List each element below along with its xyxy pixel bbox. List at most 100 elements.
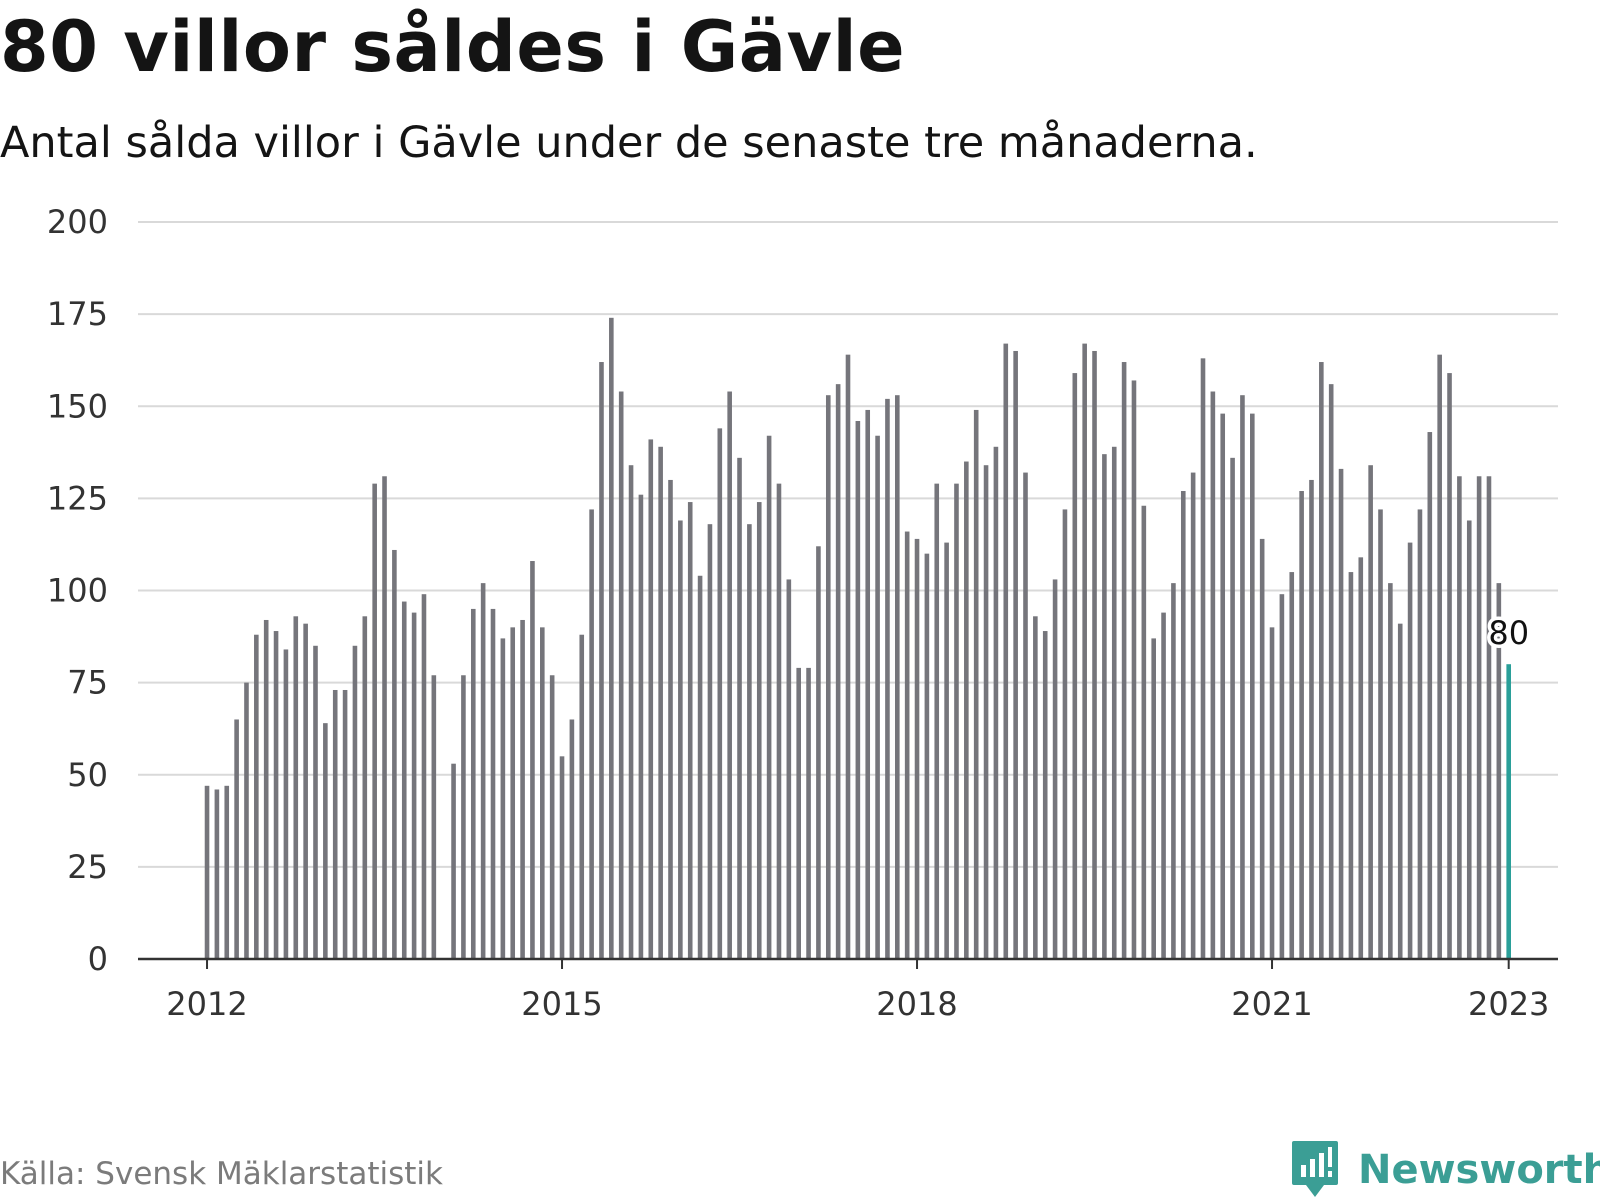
bar [234,719,239,959]
bar [431,675,437,959]
bar [1131,380,1137,960]
bar [214,789,220,959]
bar [825,395,831,959]
bar [490,608,496,959]
bar [589,509,594,959]
bar [776,483,782,959]
bar [263,619,269,959]
bar [283,649,289,959]
bar [244,682,249,959]
bar [392,549,397,959]
bar [914,538,920,959]
axes [138,957,1558,969]
y-tick-label-75: 75 [67,664,108,702]
bar [254,634,259,959]
source-note: Källa: Svensk Mäklarstatistik [0,1156,443,1192]
bar [816,546,821,959]
bar [480,583,486,959]
bar [1072,373,1078,960]
bar [1141,505,1147,959]
bar [1013,350,1018,960]
bar [1180,491,1186,959]
x-tick-label-2018: 2018 [876,985,957,1023]
bar [747,524,752,959]
bar [1437,354,1442,959]
bar [1397,623,1403,959]
bar [954,483,959,959]
bar [1328,384,1334,959]
bar [1319,362,1324,959]
x-tick-label-2021: 2021 [1231,985,1312,1023]
bar [303,623,308,959]
bar [500,638,506,959]
bar [372,483,377,959]
bar [559,756,565,959]
x-tick-label-2015: 2015 [521,985,602,1023]
bar [648,439,654,959]
bar [993,446,999,959]
bar [944,542,949,959]
bar [628,465,634,959]
bar [1102,454,1107,959]
bar [1210,391,1216,959]
bar [1259,538,1265,959]
y-tick-label-0: 0 [88,940,108,978]
bar [451,763,456,959]
x-axis-labels: 2012 2015 2018 2021 2023 [166,985,1549,1023]
newsworthy-icon [1292,1141,1338,1197]
bar [1003,343,1009,960]
bar [934,483,940,959]
bar [520,619,525,959]
bar [786,579,792,959]
bar [224,785,230,959]
chart-title: 80 villor såldes i Gävle [0,6,906,88]
bar [727,391,732,959]
bar [638,494,644,959]
y-tick-label-100: 100 [47,572,108,610]
bar [1378,509,1383,959]
data-label: 80 [1488,614,1529,652]
bar [362,616,368,959]
brand-logo[interactable]: Newsworthy [1290,1139,1600,1201]
chart-subtitle: Antal sålda villor i Gävle under de sena… [0,118,1258,168]
bar [540,627,545,959]
bar [1062,509,1068,959]
y-tick-label-125: 125 [47,479,108,517]
bar [1023,472,1028,959]
bar [1171,583,1176,959]
bar [1220,413,1226,959]
bar [470,608,476,959]
bar [1417,509,1423,959]
bar [1161,612,1166,959]
bar [865,409,871,959]
bar [845,354,851,959]
bar [855,420,861,959]
bar [1111,446,1117,959]
bar [273,631,279,959]
bar [964,461,969,959]
bar [1309,479,1314,959]
bar [1466,520,1472,959]
bar [609,317,614,959]
bar [1092,350,1097,960]
y-tick-label-175: 175 [47,295,108,333]
bar [204,785,210,959]
bar [668,479,673,959]
bar [687,502,693,959]
bar [1042,631,1048,959]
bar [717,428,723,959]
y-tick-label-25: 25 [67,848,108,886]
bar [1279,594,1285,959]
bar [1476,476,1482,959]
bar [835,384,841,959]
bar [904,531,910,959]
bar [599,362,604,959]
bar [1447,373,1452,960]
bar [1082,343,1087,960]
bar [382,476,387,959]
bar [1299,491,1304,959]
bar [1250,413,1255,959]
bar [1506,664,1511,959]
bar [342,689,348,959]
bar [895,395,900,959]
